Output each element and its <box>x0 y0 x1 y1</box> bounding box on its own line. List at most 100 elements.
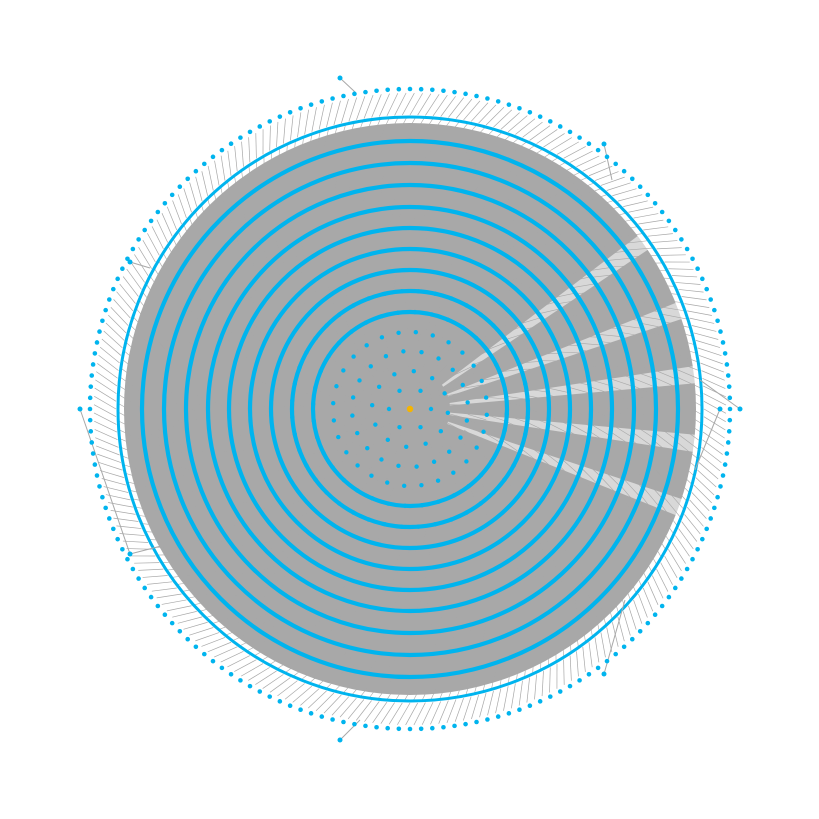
edge <box>410 446 413 468</box>
node <box>442 391 447 396</box>
node <box>725 440 731 445</box>
node <box>401 483 407 488</box>
edge <box>195 632 220 642</box>
edge <box>359 380 377 393</box>
node <box>567 683 573 689</box>
edge <box>541 190 566 202</box>
edge <box>312 595 333 612</box>
node <box>436 356 441 361</box>
node <box>474 445 479 450</box>
edge <box>261 212 267 238</box>
node <box>88 429 94 434</box>
edge <box>326 102 333 128</box>
edge <box>244 335 261 353</box>
edge <box>596 243 622 249</box>
edge <box>569 408 591 419</box>
node <box>379 457 384 462</box>
edge <box>416 428 421 446</box>
edge <box>527 395 549 401</box>
edge <box>401 116 417 142</box>
edge <box>595 281 621 285</box>
edge <box>625 470 644 489</box>
edge <box>562 177 588 189</box>
edge <box>625 247 654 251</box>
edge-gap <box>441 227 660 387</box>
edge <box>575 335 599 338</box>
edge <box>319 251 325 275</box>
edge <box>151 587 177 592</box>
edge <box>449 541 452 564</box>
edge <box>181 586 210 592</box>
node <box>310 401 316 407</box>
edge <box>556 472 573 490</box>
edge <box>120 446 147 458</box>
edge <box>428 187 443 209</box>
edge <box>435 341 448 358</box>
edge <box>113 299 131 319</box>
edge <box>193 464 218 470</box>
node <box>298 105 303 111</box>
edge <box>505 298 527 309</box>
edge <box>256 276 268 298</box>
edge <box>142 430 167 442</box>
edge <box>269 180 272 206</box>
edge <box>481 437 499 450</box>
edge <box>362 300 368 323</box>
edge <box>386 163 397 187</box>
edge <box>655 392 679 406</box>
edge <box>207 415 230 425</box>
node <box>396 463 401 469</box>
edge <box>473 129 495 150</box>
node <box>366 517 371 522</box>
edge <box>216 349 235 365</box>
edge <box>270 409 293 417</box>
edge <box>362 374 379 389</box>
edge <box>546 491 561 511</box>
edge <box>631 377 656 388</box>
edge <box>428 418 444 429</box>
edge <box>201 204 210 232</box>
node <box>432 291 438 296</box>
node <box>155 603 161 609</box>
edge <box>364 701 380 722</box>
edge <box>385 425 398 439</box>
edge <box>369 544 383 565</box>
edge <box>485 420 506 429</box>
node <box>396 86 402 92</box>
edge <box>417 163 432 186</box>
edge <box>318 526 337 541</box>
edge <box>611 393 635 404</box>
edge <box>209 581 235 588</box>
edge <box>329 126 338 154</box>
node <box>341 368 346 373</box>
edge <box>138 247 152 269</box>
edge <box>528 598 531 624</box>
edge <box>383 589 396 610</box>
edge <box>334 579 352 597</box>
edge <box>542 367 565 370</box>
edge <box>376 389 392 400</box>
edge <box>496 488 508 509</box>
edge <box>436 607 445 632</box>
node <box>397 424 402 430</box>
edge <box>305 260 313 283</box>
edge <box>590 408 612 420</box>
edge <box>324 201 327 226</box>
edge <box>524 649 528 678</box>
edge <box>274 378 294 390</box>
edge <box>664 555 678 578</box>
edge <box>430 408 448 412</box>
edge <box>631 439 652 456</box>
node <box>684 566 690 572</box>
outlier-edge <box>694 408 721 471</box>
edge <box>381 423 396 435</box>
edge <box>478 370 500 376</box>
edge <box>586 546 597 571</box>
node <box>90 451 96 456</box>
node <box>341 93 346 99</box>
edge <box>637 502 653 524</box>
edge <box>565 444 585 459</box>
edge <box>640 322 666 329</box>
edge <box>526 428 546 440</box>
edge <box>426 504 430 526</box>
